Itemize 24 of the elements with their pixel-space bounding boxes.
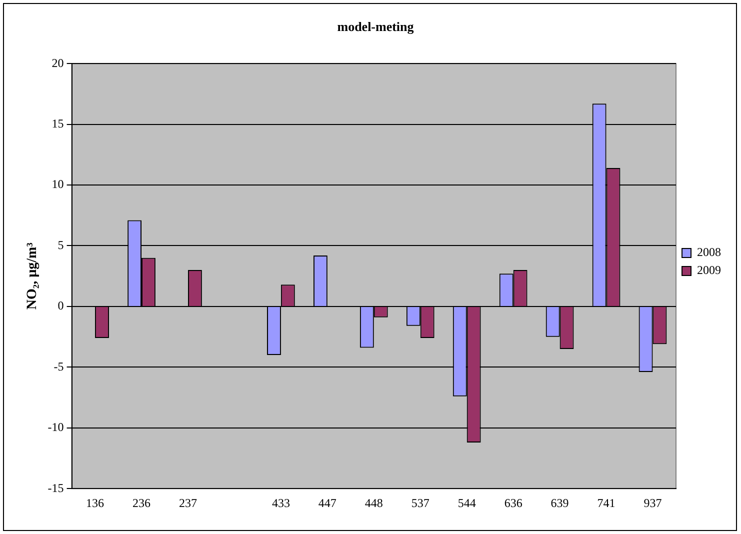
x-tick-label: 937 — [644, 496, 662, 510]
x-tick-label: 136 — [86, 496, 104, 510]
x-tick-label: 636 — [504, 496, 522, 510]
legend-label: 2008 — [697, 245, 721, 260]
y-tick-label: 5 — [58, 238, 64, 252]
y-tick-label: 20 — [52, 56, 64, 70]
y-tick-label: -10 — [48, 420, 64, 434]
y-tick-label: -5 — [54, 359, 64, 374]
x-tick-label: 236 — [132, 496, 151, 510]
x-tick-label: 237 — [178, 496, 197, 510]
x-tick-label: 433 — [272, 496, 290, 510]
x-tick-label: 639 — [550, 496, 569, 510]
chart-title: model-meting — [337, 19, 414, 34]
y-tick-label: 0 — [58, 298, 64, 313]
legend-label: 2009 — [697, 263, 721, 278]
x-tick-label: 448 — [364, 496, 383, 510]
y-tick-label: 10 — [52, 177, 64, 192]
x-tick-label: 544 — [458, 496, 476, 510]
y-tick-label: 15 — [52, 116, 64, 130]
x-tick-label: 741 — [597, 496, 616, 510]
y-tick-label: -15 — [48, 480, 64, 495]
y-axis-title: NO₂, µg/m³ — [25, 242, 40, 310]
x-tick-label: 447 — [318, 496, 336, 510]
x-tick-label: 537 — [411, 496, 430, 510]
